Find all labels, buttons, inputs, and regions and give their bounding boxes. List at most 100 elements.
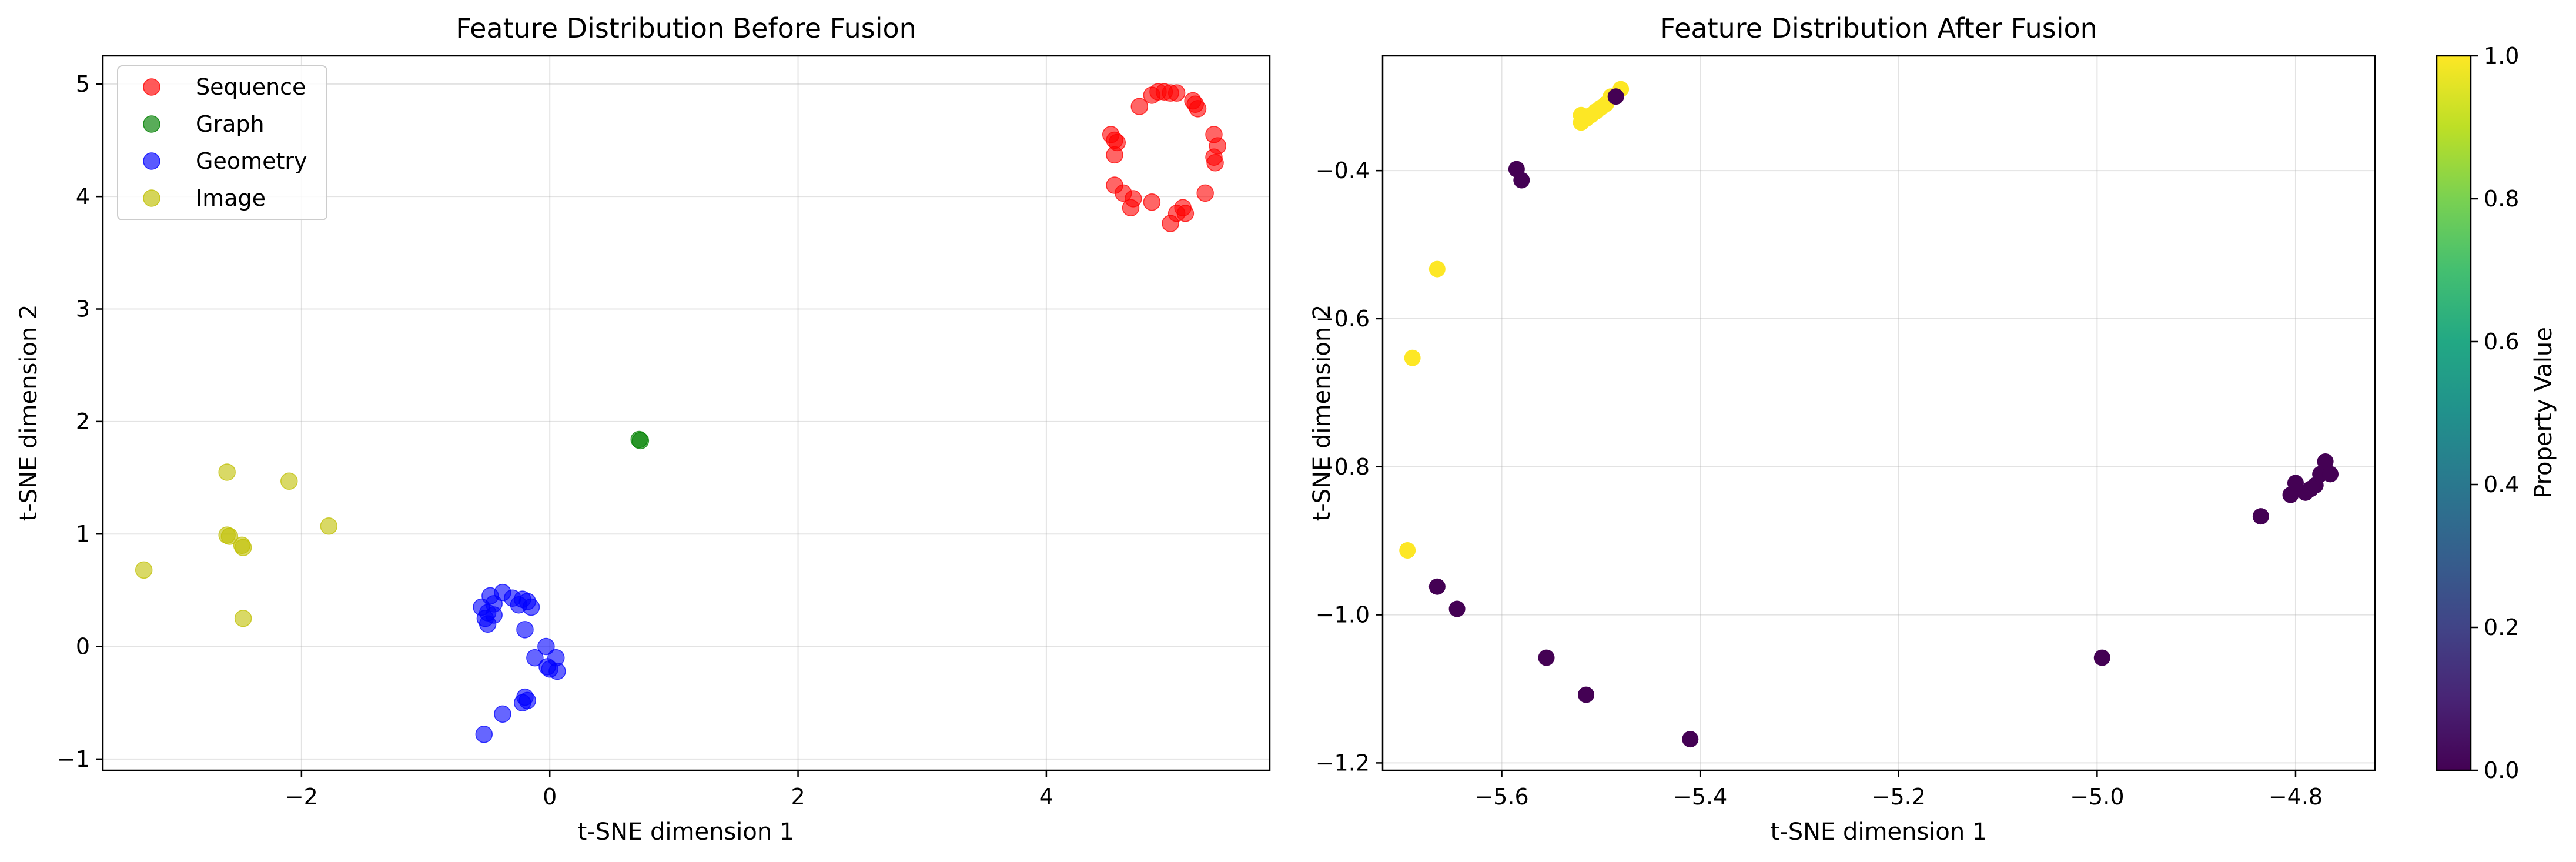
point-image (135, 561, 153, 579)
point-property (1578, 686, 1595, 703)
point-property (1573, 106, 1590, 123)
point-sequence (1143, 86, 1161, 104)
point-sequence (1143, 193, 1161, 211)
point-sequence (1189, 100, 1207, 118)
legend-label-sequence: Sequence (196, 74, 306, 100)
after-fusion-grid (1383, 56, 2375, 770)
y-tick-label: 0 (76, 634, 90, 660)
point-property (1428, 578, 1446, 595)
point-property (2322, 466, 2339, 483)
after-fusion-panel: −5.6 −5.4 −5.2 −5.0 −4.8 −1.2 −1.0 −0.8 −0.6 −0.4… (1309, 12, 2376, 846)
y-tick-label: −0.6 (1316, 306, 1370, 332)
point-sequence (1130, 98, 1149, 115)
y-tick-label: 3 (76, 296, 90, 322)
before-fusion-title: Feature Distribution Before Fusion (456, 12, 916, 44)
point-geometry (494, 705, 511, 723)
point-sequence (1162, 215, 1179, 232)
point-property (1682, 731, 1699, 748)
point-property (2252, 508, 2269, 525)
after-fusion-axes-frame (1381, 55, 2376, 771)
point-sequence (1176, 205, 1195, 222)
legend-label-graph: Graph (196, 111, 265, 137)
before-fusion-points (135, 83, 1227, 743)
colorbar-ticks: 0.0 0.2 0.4 0.6 0.8 1.0 (2471, 43, 2519, 783)
before-fusion-panel: −2 0 2 4 −1 0 1 2 3 4 5 Feature Distribution Befor… (15, 12, 1271, 846)
before-fusion-xlabel: t-SNE dimension 1 (578, 818, 795, 846)
legend-marker-geometry (143, 152, 160, 170)
point-property (1399, 542, 1416, 559)
x-tick-label: 0 (543, 784, 557, 810)
x-tick-label: −2 (285, 784, 318, 810)
before-fusion-ticks: −2 0 2 4 −1 0 1 2 3 4 5 (57, 71, 1053, 810)
before-fusion-axes-frame (102, 55, 1271, 771)
legend-marker-sequence (143, 78, 160, 96)
colorbar-tick-label: 0.8 (2484, 186, 2519, 212)
x-tick-label: −4.8 (2269, 784, 2323, 810)
point-property (1607, 88, 1624, 105)
point-image (320, 517, 338, 535)
colorbar-tick-label: 0.2 (2484, 614, 2519, 640)
y-tick-label: −0.4 (1316, 158, 1370, 183)
legend-marker-graph (143, 115, 160, 133)
x-tick-label: −5.2 (1872, 784, 1926, 810)
y-tick-label: −1.2 (1316, 750, 1370, 776)
after-fusion-plot-area (1383, 56, 2375, 770)
colorbar-gradient (2436, 55, 2472, 771)
point-property (1404, 349, 1421, 366)
y-tick-label: 5 (76, 71, 90, 97)
x-tick-label: −5.4 (1673, 784, 1727, 810)
point-property (1448, 600, 1466, 617)
point-geometry (516, 621, 534, 639)
point-property (1428, 260, 1446, 278)
point-sequence (1122, 199, 1140, 217)
colorbar-label: Property Value (2530, 327, 2557, 499)
y-tick-label: −1.0 (1316, 602, 1370, 628)
after-fusion-ylabel: t-SNE dimension 2 (1309, 305, 1336, 522)
point-image (218, 463, 236, 481)
point-geometry (522, 598, 540, 616)
x-tick-label: −5.6 (1474, 784, 1528, 810)
point-image (234, 539, 252, 556)
point-image (234, 609, 252, 627)
point-property (2093, 649, 2110, 666)
y-tick-label: −0.8 (1316, 454, 1370, 480)
point-geometry (526, 649, 544, 667)
point-property (1538, 649, 1555, 666)
point-sequence (1167, 84, 1186, 102)
y-tick-label: 4 (76, 183, 90, 209)
y-tick-label: 2 (76, 409, 90, 435)
after-fusion-title: Feature Distribution After Fusion (1660, 12, 2097, 44)
colorbar: 0.0 0.2 0.4 0.6 0.8 1.0 Property Value (2436, 43, 2557, 783)
point-graph (631, 432, 650, 450)
colorbar-tick-label: 0.0 (2484, 757, 2519, 783)
legend-label-geometry: Geometry (196, 148, 307, 174)
point-geometry (548, 662, 566, 680)
point-geometry (479, 615, 497, 633)
colorbar-tick-label: 0.4 (2484, 472, 2519, 497)
point-geometry (537, 637, 555, 656)
colorbar-tick-label: 1.0 (2484, 43, 2519, 69)
x-tick-label: 4 (1039, 784, 1053, 810)
point-geometry (475, 726, 493, 743)
before-fusion-grid (103, 56, 1270, 770)
legend-box (117, 65, 327, 220)
after-fusion-ticks: −5.6 −5.4 −5.2 −5.0 −4.8 −1.2 −1.0 −0.8 −0.6 −0.4 (1316, 158, 2323, 810)
point-sequence (1196, 184, 1214, 202)
legend-label-image: Image (196, 185, 266, 211)
after-fusion-xlabel: t-SNE dimension 1 (1771, 818, 1988, 846)
x-tick-label: −5.0 (2070, 784, 2124, 810)
after-fusion-points (1399, 81, 2339, 748)
point-property (1513, 172, 1530, 189)
legend-marker-image (143, 189, 160, 207)
y-tick-label: −1 (57, 746, 90, 772)
y-tick-label: 1 (76, 521, 90, 547)
point-image (220, 527, 239, 545)
point-property (2317, 453, 2334, 470)
point-geometry (514, 694, 531, 711)
before-fusion-ylabel: t-SNE dimension 2 (15, 305, 42, 522)
colorbar-tick-label: 0.6 (2484, 329, 2519, 355)
point-sequence (1106, 146, 1123, 164)
point-image (280, 472, 298, 490)
legend: Sequence Graph Geometry Image (117, 65, 327, 220)
